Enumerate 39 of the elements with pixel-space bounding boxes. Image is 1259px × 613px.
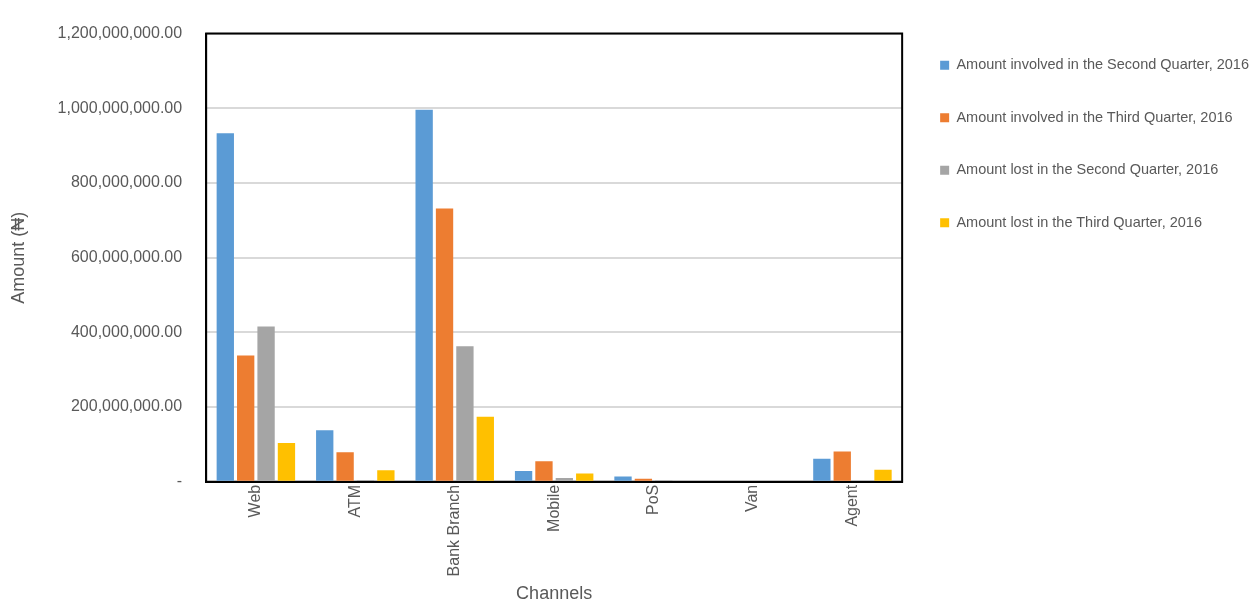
x-axis-title: Channels [516, 583, 593, 604]
bar [377, 470, 395, 481]
legend-label: Amount involved in the Third Quarter, 2016 [956, 108, 1233, 125]
bar [813, 458, 831, 481]
x-tick-label: Bank Branch [445, 484, 463, 577]
y-tick-label: 400,000,000.00 [70, 322, 183, 340]
y-tick-label: 1,200,000,000.00 [57, 24, 183, 42]
x-tick-label: PoS [643, 484, 661, 516]
x-tick-label: Mobile [544, 484, 562, 532]
bar [216, 133, 234, 481]
bar [435, 208, 454, 481]
bar [576, 473, 594, 481]
bar [476, 416, 494, 481]
bar [456, 346, 474, 481]
bar [555, 478, 574, 481]
legend-label: Amount involved in the Second Quarter, 2016 [956, 56, 1249, 73]
x-tick-label: ATM [345, 484, 363, 518]
bar [874, 469, 892, 481]
bar [316, 430, 334, 481]
bar [415, 109, 433, 481]
x-tick-label: Web [246, 484, 264, 518]
y-axis-title: Amount (₦) [7, 211, 28, 304]
bar [277, 442, 296, 481]
legend-label: Amount lost in the Third Quarter, 2016 [956, 213, 1202, 230]
x-tick-label: Agent [842, 484, 860, 527]
y-tick-label: 600,000,000.00 [70, 248, 183, 266]
y-tick-label: 800,000,000.00 [70, 173, 183, 191]
bar [336, 452, 354, 481]
bar [257, 326, 275, 481]
bar [833, 451, 851, 481]
bar [514, 470, 533, 481]
y-tick-label: 1,000,000,000.00 [57, 98, 183, 116]
x-tick-label: Van [743, 484, 761, 513]
y-tick-label: 200,000,000.00 [70, 397, 183, 415]
y-tick-label: - [176, 472, 183, 490]
bar [535, 461, 553, 481]
bar [614, 476, 632, 481]
legend-label: Amount lost in the Second Quarter, 2016 [956, 161, 1219, 178]
bar [237, 355, 255, 481]
